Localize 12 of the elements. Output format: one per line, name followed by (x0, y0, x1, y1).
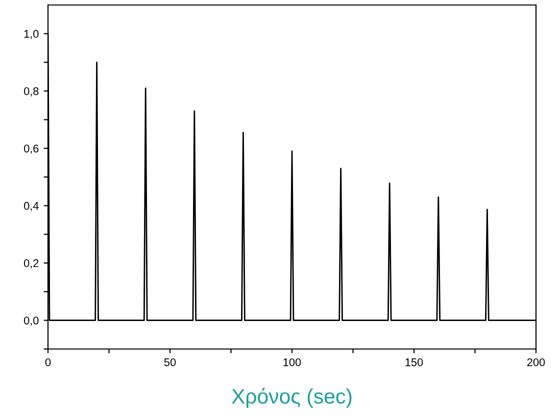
y-tick-label: 0,6 (24, 144, 38, 154)
y-tick-label: 0,4 (24, 202, 39, 212)
y-tick-label: 0,0 (24, 316, 39, 326)
x-tick-label: 0 (45, 358, 51, 366)
y-tick-label: 0,8 (24, 87, 38, 96)
y-tick-label: 1,0 (24, 30, 39, 40)
y-tick-label: 0,2 (24, 259, 38, 268)
x-tick-label: 100 (284, 358, 301, 366)
x-axis-title: Χρόνος (sec) (232, 388, 352, 408)
x-tick-label: 200 (527, 358, 545, 366)
x-tick-label: 50 (164, 358, 176, 366)
x-tick-label: 150 (406, 358, 423, 366)
